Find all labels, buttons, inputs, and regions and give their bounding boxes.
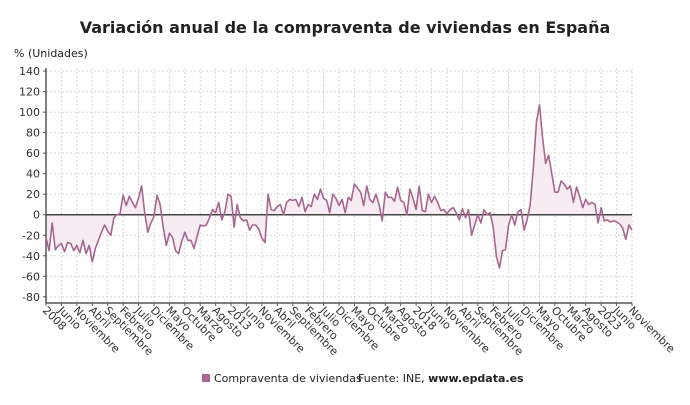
source-text: Fuente: INE, www.epdata.es bbox=[358, 372, 524, 385]
y-tick-label: 140 bbox=[19, 65, 40, 78]
chart-title: Variación anual de la compraventa de viv… bbox=[80, 18, 611, 37]
series bbox=[45, 104, 633, 269]
y-tick-label: 100 bbox=[19, 106, 40, 119]
source-label: Fuente: INE, bbox=[358, 372, 428, 385]
y-tick-label: -60 bbox=[22, 270, 40, 283]
legend: Compraventa de viviendas Fuente: INE, ww… bbox=[202, 372, 524, 385]
x-tick-label: Noviembre bbox=[626, 304, 678, 356]
y-tick-label: 0 bbox=[33, 209, 40, 222]
x-tick-labels: 2008JunioNoviembreAbrilSeptiembreFebrero… bbox=[40, 303, 678, 358]
y-tick-label: -40 bbox=[22, 250, 40, 263]
y-axis-label: % (Unidades) bbox=[14, 47, 88, 60]
y-tick-label: -20 bbox=[22, 229, 40, 242]
y-tick-labels: 140 120 100 80 60 40 20 0 -20 -40 -60 -80 bbox=[19, 65, 40, 304]
y-tick-label: -80 bbox=[22, 291, 40, 304]
y-tick-label: 80 bbox=[26, 127, 40, 140]
y-tick-label: 20 bbox=[26, 188, 40, 201]
y-tick-label: 120 bbox=[19, 86, 40, 99]
legend-label: Compraventa de viviendas bbox=[214, 372, 362, 385]
series-area bbox=[46, 104, 632, 269]
area-fill bbox=[46, 104, 632, 269]
source-link[interactable]: www.epdata.es bbox=[428, 372, 524, 385]
legend-swatch bbox=[202, 374, 210, 382]
y-tick-label: 40 bbox=[26, 168, 40, 181]
y-tick-label: 60 bbox=[26, 147, 40, 160]
series-line bbox=[45, 104, 633, 269]
axes bbox=[43, 68, 633, 306]
